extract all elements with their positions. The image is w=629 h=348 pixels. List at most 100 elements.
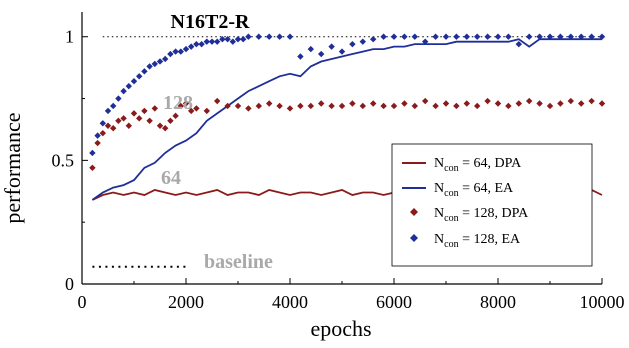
series-2-point [307, 102, 314, 110]
series-2-point [422, 97, 429, 105]
series-2-point [484, 97, 491, 105]
series-3-point [370, 36, 377, 43]
series-2-point [588, 97, 595, 105]
series-3-point [546, 33, 554, 40]
x-tick-label: 2000 [168, 292, 204, 312]
legend-box [391, 143, 593, 267]
series-3-point [505, 33, 512, 40]
series-3-point [141, 68, 148, 75]
series-2-point [162, 125, 169, 132]
series-2-point [411, 102, 418, 110]
series-2-point [234, 102, 242, 110]
series-3-point [177, 48, 184, 55]
series-3-point [172, 48, 179, 55]
series-2-point [182, 100, 190, 107]
series-3-point [136, 73, 143, 80]
series-3-point [307, 45, 314, 53]
x-tick-label: 4000 [272, 292, 308, 312]
series-2-point [318, 100, 325, 107]
series-2-point [177, 102, 184, 110]
series-2-point [390, 102, 398, 110]
annotation-64: 64 [161, 167, 181, 189]
series-2-point [536, 100, 543, 107]
series-3-point [453, 33, 460, 40]
series-3-point [567, 33, 574, 40]
series-3-point [390, 33, 398, 40]
x-axis-title: epochs [310, 316, 371, 341]
series-3-point [401, 33, 408, 40]
series-3-point [240, 36, 247, 43]
series-3-point [214, 38, 221, 45]
series-1-line [91, 38, 602, 201]
x-tick-label: 8000 [480, 292, 516, 312]
series-2-point [115, 117, 122, 124]
series-3-point [432, 33, 439, 40]
series-2-point [474, 102, 481, 110]
series-3-point [484, 33, 491, 40]
series-2-point [598, 100, 606, 107]
series-2-point [359, 102, 366, 110]
series-3-point [318, 50, 325, 58]
series-3-point [474, 33, 481, 40]
series-3-point [297, 53, 304, 60]
series-3-point [442, 33, 450, 40]
series-2-point [188, 107, 195, 115]
series-2-point [136, 115, 143, 122]
series-3-point [203, 38, 210, 45]
series-2-point [172, 112, 179, 120]
legend-label-64-ea: Ncon = 64, EA [434, 181, 514, 199]
series-3-point [188, 43, 195, 50]
series-2-point [125, 122, 132, 129]
series-2-point [453, 102, 460, 110]
series-2-point [578, 100, 585, 107]
series-3-point [255, 33, 262, 40]
series-2-point [370, 100, 377, 107]
series-3-point [193, 40, 200, 48]
series-2-point [214, 97, 221, 105]
series-2-point [494, 100, 502, 107]
baseline-label: baseline [204, 251, 273, 273]
series-3-point [229, 38, 236, 45]
series-3-point [130, 78, 138, 85]
series-2-point [203, 107, 210, 115]
series-3-point [198, 40, 205, 48]
series-2-point [297, 102, 304, 110]
series-2-point [505, 102, 512, 110]
series-2-point [193, 105, 200, 112]
annotation-128: 128 [163, 92, 193, 114]
series-3-point [536, 33, 543, 40]
series-2-point [432, 102, 439, 110]
series-2-point [99, 129, 106, 137]
x-tick-label: 0 [78, 292, 87, 312]
series-3-point [359, 38, 366, 45]
series-2-point [120, 115, 127, 122]
series-2-point [94, 139, 101, 147]
series-3-point [328, 43, 335, 50]
series-2-point [557, 100, 564, 107]
series-2-point [567, 97, 574, 105]
series-3-point [120, 87, 127, 95]
series-2-point [89, 164, 96, 171]
plot-area: 0 2000 4000 6000 8000 10000 0 0.5 1 [52, 12, 625, 312]
series-2-point [515, 100, 522, 107]
x-tick-label: 6000 [376, 292, 412, 312]
series-2-point [151, 105, 158, 112]
series-3-point [104, 107, 112, 115]
series-3-point [588, 33, 595, 40]
y-tick-label: 1 [65, 27, 74, 47]
series-2-point [338, 102, 346, 110]
legend-label-128-dpa: Ncon = 128, DPA [434, 206, 529, 224]
series-2-point [546, 102, 554, 110]
series-3-point [151, 60, 158, 68]
series-3-point [526, 33, 533, 40]
legend-label-128-ea: Ncon = 128, EA [434, 232, 521, 250]
legend-label-64-dpa: Ncon = 64, DPA [434, 156, 522, 174]
x-tick-label: 10000 [580, 292, 625, 312]
chart-title: N16T2-R [171, 11, 250, 33]
series-3-point [276, 33, 283, 40]
series-3-point [182, 45, 190, 53]
y-tick-label: 0.5 [52, 150, 75, 170]
series-2-point [156, 122, 164, 129]
series-3-point [99, 120, 106, 127]
